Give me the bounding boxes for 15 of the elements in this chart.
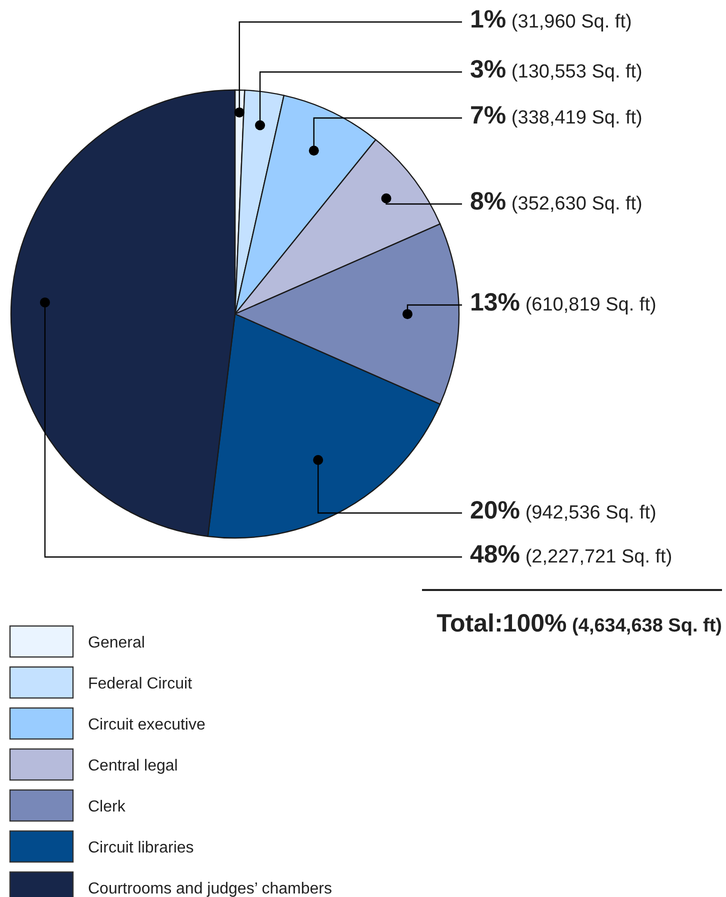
legend-label: Central legal xyxy=(88,758,178,775)
data-label: 7% (338,419 Sq. ft) xyxy=(470,102,642,130)
data-label: 48% (2,227,721 Sq. ft) xyxy=(470,540,672,569)
text: Total:100% (4,634,638 Sq. ft) xyxy=(436,610,722,638)
legend-label: General xyxy=(88,634,145,652)
legend-label: Circuit libraries xyxy=(88,840,194,857)
legend-label: Federal Circuit xyxy=(88,676,193,693)
data-label: 20% (942,536 Sq. ft) xyxy=(470,496,656,525)
data-label: 13% (610,819 Sq. ft) xyxy=(470,288,656,317)
data-label: 3% (130,553 Sq. ft) xyxy=(470,56,642,84)
legend-label: Courtrooms and judges’ chambers xyxy=(88,880,332,897)
data-label: 1% (31,960 Sq. ft) xyxy=(470,6,632,34)
data-label: 8% (352,630 Sq. ft) xyxy=(470,188,642,216)
legend-label: Clerk xyxy=(88,798,126,816)
legend-label: Circuit executive xyxy=(88,716,206,734)
